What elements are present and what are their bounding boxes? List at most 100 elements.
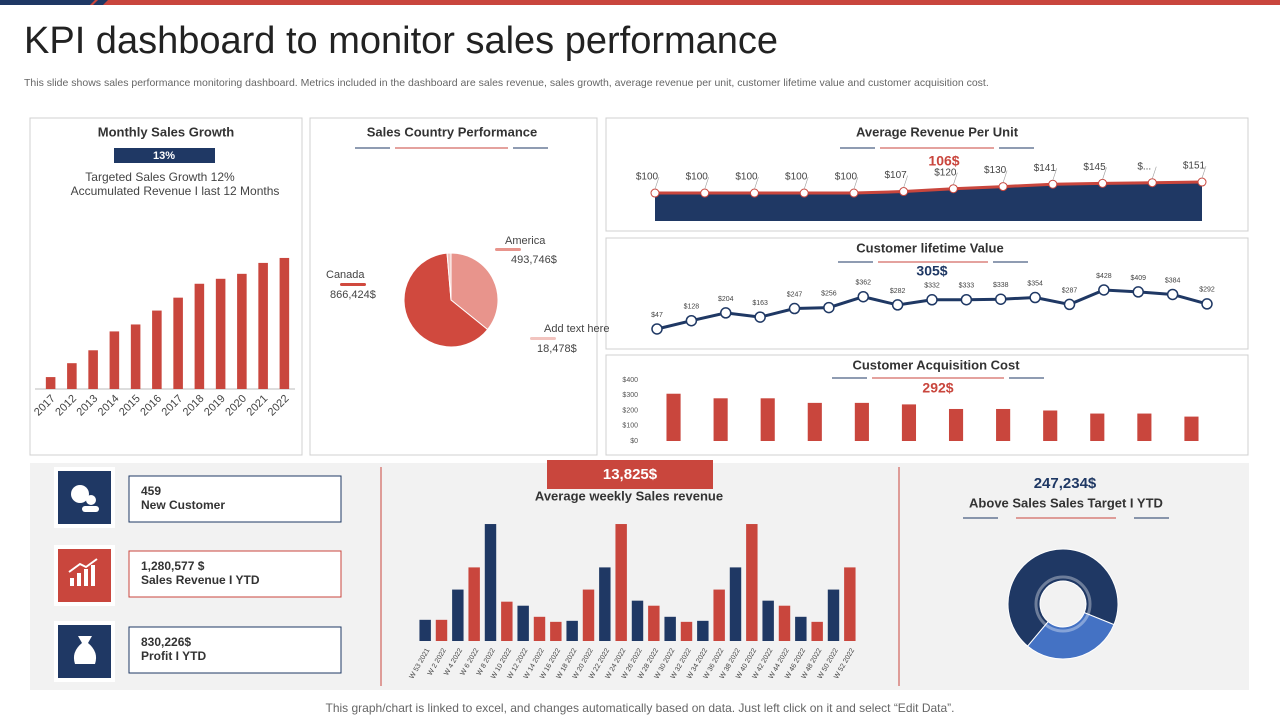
bar [517,605,529,641]
value-label: $... [1137,161,1151,172]
pie-label: Canada [326,269,365,281]
icon-glyph [73,636,97,664]
leader [1052,168,1058,181]
bar [1184,416,1199,441]
point [823,301,835,314]
kpi-box [128,626,342,674]
point [891,299,904,311]
pie-slice [403,252,489,348]
bar [258,262,268,389]
panel-title: Customer Acquisition Cost [852,357,1020,372]
kpi-label: New Customer [141,498,225,512]
bar [173,297,183,389]
pie-label-marker [340,283,366,286]
bar [237,273,247,389]
badge-text: 13,825$ [603,466,658,483]
point [788,302,801,315]
bar [844,567,856,641]
panel-title: Sales Country Performance [367,124,538,139]
value-label: $100 [686,172,709,183]
bar [550,621,562,641]
pie-slice [450,252,499,331]
bar [1137,413,1152,441]
point [1166,288,1179,301]
note: Targeted Sales Growth 12% [85,170,235,184]
point [1201,298,1213,310]
point [899,187,909,197]
pie-value: 18,478$ [537,343,577,355]
bar [615,524,627,641]
point [754,311,766,323]
point [749,188,759,198]
donut-segment [1026,611,1115,660]
icon-glyph [91,565,95,586]
icon-glyph [77,573,81,586]
bar [484,524,497,641]
icon-glyph [68,558,98,573]
value-label: $256 [821,290,837,297]
leader [953,172,958,185]
donut-segment [1007,548,1119,647]
y-tick-label: $400 [622,377,638,384]
value-label: $128 [684,304,700,311]
value-label: $333 [959,283,975,290]
value-label: $287 [1062,287,1078,294]
bar [67,363,77,389]
highlight: 292$ [922,380,953,396]
bar [697,620,709,641]
donut-inner-ring [1034,575,1092,633]
icon-glyph [86,495,96,505]
leader [754,176,759,190]
icon-glyph [70,578,74,586]
line [655,180,1203,195]
point [1147,178,1157,188]
bar [664,616,676,641]
value-label: $100 [835,172,858,183]
page-subtitle: This slide shows sales performance monit… [24,77,989,89]
point [998,182,1008,192]
bar [795,616,807,641]
value-label: $100 [735,172,758,183]
panel [29,117,303,456]
pie-label: Add text here [544,323,609,335]
bar [648,605,660,641]
point [1132,286,1144,298]
bar [854,402,869,441]
point [1048,179,1058,189]
point [960,293,973,306]
top-bar-accent [0,0,95,5]
leader [1201,165,1207,179]
point [1197,177,1207,187]
bar [419,619,431,641]
kpi-value: 459 [141,484,161,498]
bar [948,408,964,441]
pie-label-marker [495,248,521,251]
leader [803,176,809,190]
bar [827,589,840,641]
point [720,307,732,319]
leader [1002,170,1008,183]
pie-value: 493,746$ [511,254,557,266]
highlight: 305$ [916,263,947,279]
pie-value: 866,424$ [330,289,376,301]
value-label: $384 [1165,277,1181,284]
value-label: $247 [787,291,803,298]
bar [1043,410,1058,441]
kpi-box [128,550,342,598]
value-label: $120 [934,167,957,178]
page-title: KPI dashboard to monitor sales performan… [24,20,778,62]
value-label: $354 [1027,280,1043,287]
panel-title: Monthly Sales Growth [98,124,235,139]
bar [666,393,681,441]
bar [1090,413,1105,441]
panel-title: Customer lifetime Value [856,240,1003,255]
area [655,182,1202,221]
icon-glyph [71,485,89,503]
bar [760,398,775,441]
y-tick-label: $200 [622,407,638,414]
leader [654,176,660,190]
point [948,184,958,194]
value-label: $145 [1083,162,1106,173]
bar [901,404,917,441]
